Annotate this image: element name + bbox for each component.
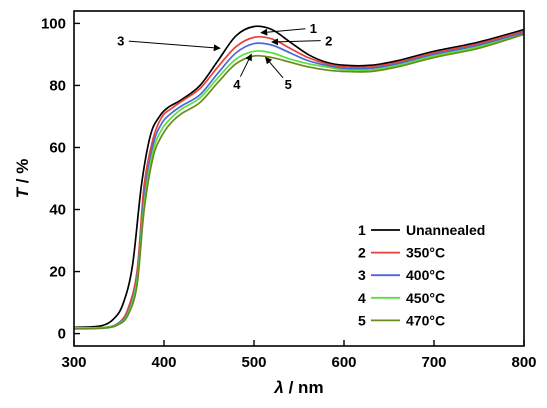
legend-label-4: 450°C <box>406 290 445 306</box>
legend: 1 Unannealed 2 350°C 3 400°C 4 450°C 5 470°C <box>358 222 485 328</box>
y-axis-label: T / % <box>13 159 32 199</box>
annotation-arrow-1 <box>260 28 306 36</box>
y-axis-symbol: T <box>13 186 32 198</box>
series-line-5 <box>73 33 525 330</box>
x-tick-label: 600 <box>331 354 356 371</box>
y-tick-label: 0 <box>58 326 66 343</box>
annotation-arrow-2 <box>271 38 321 46</box>
x-tick-label: 300 <box>61 354 86 371</box>
y-tick-label: 20 <box>49 264 66 281</box>
x-tick-label: 800 <box>511 354 536 371</box>
y-tick-label: 80 <box>49 77 66 94</box>
plot-frame <box>73 10 525 347</box>
x-tick-label: 700 <box>421 354 446 371</box>
y-tick-label: 60 <box>49 139 66 156</box>
y-tick-label: 100 <box>41 15 66 32</box>
legend-index-1: 1 <box>358 222 366 238</box>
x-axis-unit: / nm <box>284 378 324 397</box>
legend-label-1: Unannealed <box>406 222 485 238</box>
legend-index-2: 2 <box>358 245 366 261</box>
series-layer <box>73 25 525 330</box>
tick-layer: 300 400 500 600 700 800 0 20 40 60 80 100 <box>41 15 537 371</box>
x-axis-label: λ / nm <box>273 378 323 397</box>
y-tick-label: 40 <box>49 202 66 219</box>
annotation-arrow-3 <box>128 40 221 52</box>
annotation-arrow-4 <box>239 53 252 77</box>
x-tick-label: 500 <box>241 354 266 371</box>
legend-index-3: 3 <box>358 267 366 283</box>
annotation-label-1: 1 <box>310 21 317 36</box>
annotation-label-4: 4 <box>233 77 241 92</box>
annotation-arrow-5 <box>265 56 284 79</box>
legend-index-4: 4 <box>358 290 366 306</box>
legend-label-3: 400°C <box>406 267 445 283</box>
annotation-label-3: 3 <box>117 33 124 48</box>
series-line-1 <box>73 25 525 329</box>
annotation-label-5: 5 <box>285 77 292 92</box>
annotation-label-2: 2 <box>325 33 332 48</box>
annotation-layer: 12 3 4 5 <box>117 21 332 92</box>
x-tick-label: 400 <box>151 354 176 371</box>
x-axis-symbol: λ <box>273 378 283 397</box>
legend-index-5: 5 <box>358 312 366 328</box>
legend-label-2: 350°C <box>406 245 445 261</box>
legend-label-5: 470°C <box>406 312 445 328</box>
y-axis-unit: / % <box>13 159 32 188</box>
